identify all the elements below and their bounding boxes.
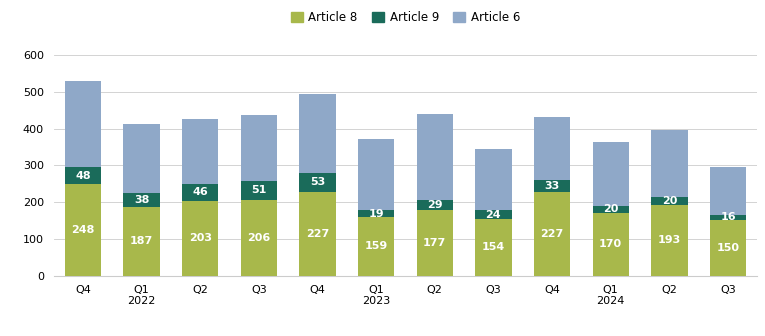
Text: 19: 19	[368, 209, 384, 219]
Bar	[475, 219, 512, 276]
Bar	[593, 142, 629, 206]
Bar	[593, 206, 629, 213]
Text: 51: 51	[251, 185, 266, 196]
Bar	[534, 118, 570, 180]
Bar	[65, 184, 101, 276]
Text: 46: 46	[192, 187, 208, 198]
Bar	[417, 200, 453, 210]
Bar	[651, 197, 688, 205]
Bar	[241, 181, 277, 200]
Bar	[358, 139, 394, 210]
Bar	[710, 220, 746, 276]
Bar	[475, 150, 512, 210]
Bar	[123, 193, 160, 207]
Bar	[241, 200, 277, 276]
Bar	[241, 115, 277, 181]
Bar	[65, 167, 101, 184]
Bar	[417, 114, 453, 200]
Text: 48: 48	[75, 171, 91, 180]
Bar	[534, 180, 570, 192]
Bar	[651, 130, 688, 197]
Bar	[651, 205, 688, 276]
Legend: Article 8, Article 9, Article 6: Article 8, Article 9, Article 6	[288, 9, 522, 26]
Text: 16: 16	[720, 212, 736, 222]
Bar	[65, 81, 101, 167]
Bar	[182, 119, 218, 184]
Text: 38: 38	[134, 195, 149, 205]
Bar	[358, 210, 394, 217]
Bar	[475, 210, 512, 219]
Text: 20: 20	[603, 204, 618, 214]
Bar	[358, 217, 394, 276]
Bar	[534, 192, 570, 276]
Text: 227: 227	[306, 229, 329, 239]
Bar	[123, 124, 160, 193]
Bar	[299, 192, 336, 276]
Text: 193: 193	[658, 235, 681, 245]
Bar	[710, 214, 746, 220]
Text: 203: 203	[189, 233, 212, 243]
Text: 20: 20	[662, 196, 677, 206]
Bar	[417, 210, 453, 276]
Text: 53: 53	[310, 177, 325, 187]
Bar	[182, 201, 218, 276]
Text: 24: 24	[486, 210, 501, 219]
Bar	[299, 173, 336, 192]
Text: 154: 154	[482, 242, 505, 252]
Text: 33: 33	[545, 181, 560, 191]
Text: 150: 150	[717, 243, 740, 253]
Text: 29: 29	[427, 200, 443, 210]
Text: 206: 206	[247, 233, 271, 243]
Bar	[123, 207, 160, 276]
Bar	[593, 213, 629, 276]
Text: 177: 177	[423, 238, 447, 248]
Text: 187: 187	[130, 236, 153, 246]
Text: 170: 170	[599, 239, 622, 249]
Bar	[182, 184, 218, 201]
Bar	[710, 167, 746, 214]
Text: 248: 248	[71, 225, 95, 235]
Text: 227: 227	[540, 229, 564, 239]
Text: 159: 159	[364, 241, 388, 251]
Bar	[299, 94, 336, 173]
